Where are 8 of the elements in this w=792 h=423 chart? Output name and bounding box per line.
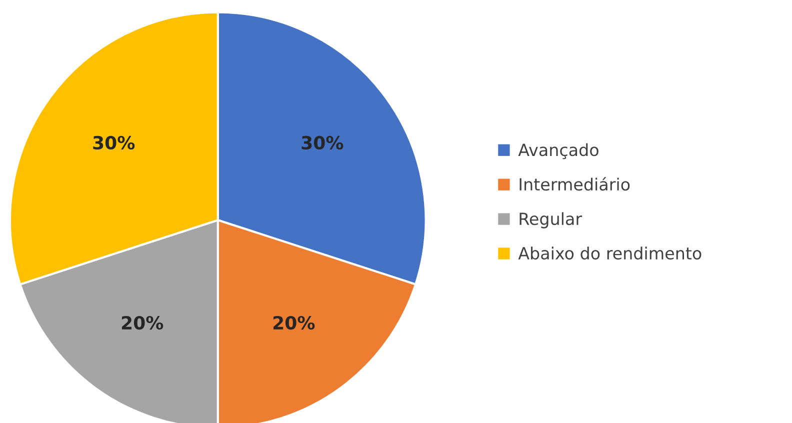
data-label: 20%	[273, 316, 315, 330]
data-label: 20%	[122, 316, 164, 330]
legend-label: Abaixo do rendimento	[518, 246, 702, 260]
legend-label: Avançado	[518, 143, 598, 160]
data-label: 30%	[302, 136, 344, 150]
data-label: 30%	[93, 136, 135, 150]
legend-label: Intermediário	[520, 177, 630, 191]
legend-label: Regular	[520, 212, 582, 228]
